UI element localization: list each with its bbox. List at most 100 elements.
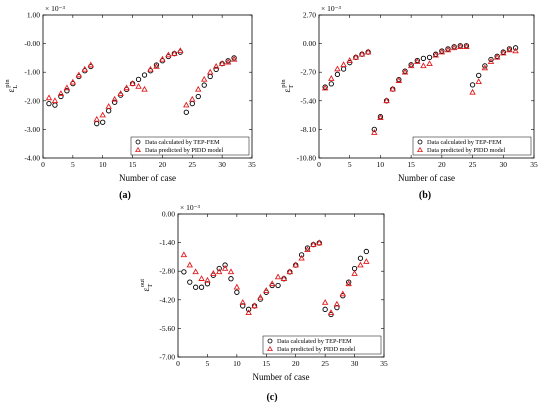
y-tick-label: -7.00: [159, 353, 175, 362]
legend-label: Data predicted by PIDD model: [145, 147, 224, 154]
data-point-tep-fem: [225, 58, 231, 64]
x-tick-label: 25: [189, 160, 197, 169]
data-point-tep-fem: [201, 82, 207, 88]
data-point-tep-fem: [488, 56, 494, 63]
data-point-tep-fem: [469, 82, 476, 88]
data-point-pidd: [141, 85, 148, 92]
data-point-tep-fem: [357, 255, 364, 261]
y-axis-label: εTpin: [280, 79, 295, 93]
data-point-tep-fem: [46, 101, 52, 107]
data-point-pidd: [304, 246, 311, 253]
x-tick-label: 20: [292, 359, 300, 368]
data-point-tep-fem: [304, 245, 311, 251]
y-tick-label: -1.00: [24, 68, 40, 77]
y-tick-label: 0.00: [303, 39, 316, 48]
data-point-pidd: [195, 85, 202, 92]
y-axis-subscript: L: [12, 85, 19, 89]
data-point-pidd: [377, 114, 384, 121]
data-point-tep-fem: [106, 108, 112, 114]
x-axis-label: Number of case: [253, 372, 310, 382]
data-point-pidd: [192, 268, 199, 275]
data-point-pidd: [230, 55, 238, 62]
data-point-pidd: [298, 254, 305, 261]
data-point-tep-fem: [346, 279, 352, 285]
legend-label: Data predicted by PIDD model: [427, 147, 506, 154]
data-point-pidd: [506, 46, 513, 53]
x-tick-label: 30: [218, 160, 226, 169]
panel-label: (c): [266, 392, 277, 403]
data-point-tep-fem: [340, 66, 347, 72]
data-point-pidd: [200, 75, 208, 82]
data-point-pidd: [57, 90, 65, 96]
chart-panel-2: 0 5 10 15 20 25 30 35 2.70 0.00 -2.70 -5.40 -8.10 -10…: [280, 4, 538, 201]
x-tick-label: 20: [159, 160, 167, 169]
data-point-pidd: [251, 302, 258, 309]
data-point-pidd: [51, 97, 59, 104]
data-point-pidd: [340, 61, 347, 68]
y-tick-label: 1.00: [27, 11, 40, 20]
x-tick-label: 20: [438, 160, 446, 169]
data-point-pidd: [159, 55, 166, 62]
data-point-pidd: [352, 53, 360, 60]
x-tick-label: 0: [176, 359, 180, 368]
data-point-tep-fem: [222, 262, 228, 268]
data-point-pidd: [310, 241, 317, 247]
data-point-pidd: [111, 95, 118, 102]
data-point-pidd: [204, 276, 211, 283]
data-point-pidd: [212, 62, 220, 69]
legend-marker-circle: [135, 139, 141, 145]
plot-frame: [318, 14, 535, 159]
x-tick-label: 35: [248, 160, 256, 169]
data-point-tep-fem: [193, 284, 199, 290]
data-point-tep-fem: [371, 126, 377, 133]
legend-label: Data calculated by TEP-FEM: [277, 338, 352, 345]
data-point-pidd: [438, 48, 446, 55]
axis-multiplier: × 10⁻³: [180, 203, 201, 212]
x-tick-label: 10: [99, 160, 107, 169]
y-axis-superscript: pin: [4, 79, 11, 88]
x-tick-label: 10: [233, 359, 241, 368]
y-axis-superscript: out: [139, 279, 146, 288]
data-point-pidd: [346, 57, 353, 63]
plot-frame: [177, 213, 385, 358]
data-point-pidd: [469, 88, 476, 95]
data-point-pidd: [500, 49, 507, 56]
data-point-pidd: [239, 299, 246, 305]
y-tick-label: -0.00: [24, 39, 40, 48]
legend-label: Data calculated by TEP-FEM: [427, 139, 502, 146]
data-point-tep-fem: [420, 55, 427, 62]
data-point-tep-fem: [322, 306, 328, 312]
axis-multiplier: × 10⁻³: [45, 4, 66, 13]
data-point-tep-fem: [298, 252, 305, 258]
data-point-tep-fem: [234, 289, 240, 295]
y-tick-label: 2.70: [303, 11, 316, 20]
y-tick-label: -5.60: [159, 324, 175, 333]
data-point-tep-fem: [334, 71, 341, 77]
data-point-tep-fem: [112, 99, 118, 105]
data-point-tep-fem: [228, 276, 234, 282]
data-point-pidd: [274, 273, 282, 280]
data-point-pidd: [221, 264, 229, 271]
x-tick-label: 5: [71, 160, 75, 169]
x-tick-label: 10: [377, 160, 385, 169]
y-axis-symbol: ε: [6, 89, 16, 93]
data-point-tep-fem: [240, 303, 246, 309]
data-point-pidd: [389, 85, 396, 92]
legend-box: [412, 136, 532, 156]
data-point-pidd: [257, 293, 264, 300]
legend-box: [130, 136, 250, 156]
x-tick-label: 15: [407, 160, 415, 169]
data-point-pidd: [292, 261, 299, 268]
legend-marker-triangle: [417, 146, 423, 153]
data-point-pidd: [210, 270, 217, 276]
data-point-pidd: [420, 62, 427, 69]
data-point-pidd: [147, 65, 154, 72]
data-point-pidd: [186, 261, 194, 268]
x-tick-label: 35: [530, 160, 538, 169]
data-point-tep-fem: [198, 284, 205, 290]
data-point-pidd: [123, 84, 130, 91]
x-tick-label: 15: [129, 160, 137, 169]
data-point-pidd: [117, 90, 124, 96]
